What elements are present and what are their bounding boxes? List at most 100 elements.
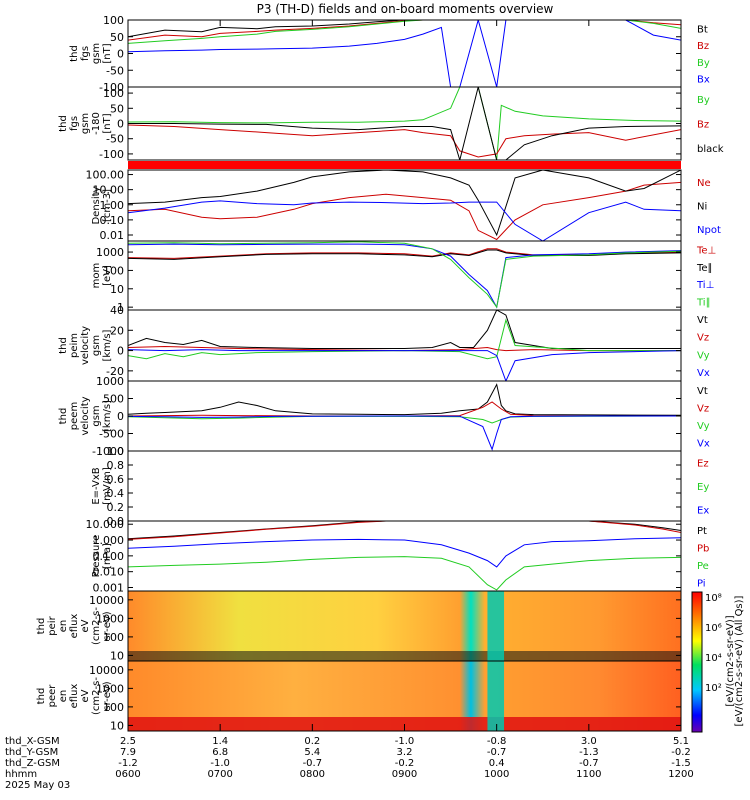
legend-Bz: Bz (697, 120, 709, 131)
y-axis-label: [nT] (102, 43, 113, 63)
legend-Pi: Pi (697, 578, 706, 589)
y-tick-label: 0.010 (93, 566, 125, 579)
legend-Te⊥: Te⊥ (696, 246, 716, 257)
y-axis-label: (cm2-s- (91, 677, 102, 715)
x-tick-label: 0900 (392, 769, 417, 780)
y-axis-label: -180 (91, 112, 102, 135)
y-tick-label: 50 (110, 31, 124, 44)
y-tick-label: -100 (99, 81, 124, 94)
x-tick-label: 1200 (668, 769, 693, 780)
y-tick-label: 10000 (89, 664, 124, 677)
y-tick-label: 10000 (89, 594, 124, 607)
y-axis-label: en (58, 690, 69, 703)
x-tick-label: 1100 (576, 769, 601, 780)
y-tick-label: 1000 (96, 246, 124, 259)
series-line-Bx (128, 20, 681, 87)
legend-Ne: Ne (697, 178, 711, 189)
y-axis-label: Density (91, 186, 102, 224)
y-axis-label: en (58, 620, 69, 633)
x-tick-label: 0.4 (489, 758, 505, 769)
y-axis-label: thd (58, 408, 69, 425)
legend-Pt: Pt (697, 526, 707, 537)
boundary-stripe (487, 661, 505, 731)
series-line-black (128, 87, 681, 160)
series-line-Vt (128, 383, 681, 416)
x-tick-label: 5.4 (304, 747, 320, 758)
y-axis-label: thd (58, 115, 69, 132)
y-tick-label: 10.000 (86, 518, 125, 531)
panel-fgs-gsm-zoom: By Bz black 100 50 0 -50 -100 thd fgs gsm -180 [nT] (58, 86, 724, 169)
y-axis-label: Pressure (91, 535, 102, 578)
y-axis-label: E=-VxB (91, 467, 102, 504)
y-axis-label: [cm-3] (102, 189, 113, 222)
x-row-label: thd_Z-GSM (5, 758, 60, 769)
y-tick-label: 1000 (96, 375, 124, 388)
y-tick-label: 100 (103, 87, 124, 100)
panel-peim-velocity: Vt Vz Vy Vx 40 20 0 -20 thd peim velocity gsm [km/s] (58, 304, 710, 382)
y-tick-label: 10.00 (93, 184, 125, 197)
y-axis-label: eV (80, 689, 91, 702)
x-tick-label: 7.9 (120, 747, 136, 758)
y-tick-label: 0.2 (107, 501, 125, 514)
y-tick-label: 1000 (96, 682, 124, 695)
series-line-Pi (128, 537, 681, 568)
y-axis-label: [mV/m] (102, 467, 113, 505)
legend-Npot: Npot (697, 225, 721, 236)
x-tick-label: 6.8 (212, 747, 228, 758)
x-tick-label: 1000 (484, 769, 509, 780)
y-axis-label: gsm (91, 405, 102, 426)
x-tick-label: -1.3 (579, 747, 599, 758)
y-axis-label: thd (36, 618, 47, 635)
y-tick-label: 10 (110, 719, 124, 732)
panel-peer-en-eflux: 10000 1000 100 10 thd peer en eflux eV (cm2-s-sr-… (36, 660, 682, 732)
panel-frame (127, 240, 682, 311)
y-axis-label: [eV] (102, 265, 113, 286)
y-axis-label: eflux (69, 614, 80, 639)
y-tick-label: 0 (117, 48, 124, 61)
series-line-Ni (128, 170, 681, 237)
x-tick-label: 3.2 (397, 747, 413, 758)
y-axis-label: [nT] (102, 113, 113, 133)
y-axis-label: gsm (91, 43, 102, 64)
y-tick-label: 10 (110, 649, 124, 662)
colorbar: 10⁸ 10⁶ 10⁴ 10² [eV/(cm2-s-sr-eV)][eV/(cm2-s… (691, 591, 745, 733)
legend-Bx: Bx (697, 75, 710, 86)
x-tick-label: -0.7 (579, 758, 599, 769)
series-line-Vx (128, 415, 681, 451)
y-tick-label: -20 (106, 365, 124, 378)
colorbar-label: [eV/(cm2-s-sr-eV)] (725, 615, 736, 706)
y-axis-label: fgs (80, 46, 91, 61)
y-axis-label: (cm2-s- (91, 607, 102, 645)
spectrogram-fill (128, 591, 681, 661)
legend-Vy: Vy (697, 350, 710, 361)
legend-Vt: Vt (697, 386, 708, 397)
panel-pressure: Pt Pb Pe Pi 10.000 1.000 0.100 0.010 0.001 Pressu… (86, 518, 710, 594)
x-row-label: hhmm (5, 769, 37, 780)
legend-Vx: Vx (697, 368, 710, 379)
y-axis-label: peem (69, 402, 80, 430)
legend-Bt: Bt (697, 24, 708, 35)
x-tick-label: -1.2 (118, 758, 138, 769)
legend-By: By (697, 95, 710, 106)
legend-Vz: Vz (697, 403, 709, 414)
y-tick-label: 100 (103, 14, 124, 27)
series-line-Pt (128, 521, 681, 540)
legend-Ez: Ez (697, 459, 709, 470)
legend-Ti∥: Ti∥ (696, 297, 711, 308)
series-line-Ne (128, 181, 681, 241)
y-axis-label: fgs (69, 116, 80, 131)
y-tick-label: 1.00 (100, 199, 125, 212)
panel-peem-velocity: Vt Vz Vy Vx 1000 500 0 -500 -1000 thd peem velocity… (58, 375, 710, 458)
series-line-Ti⊥ (128, 243, 681, 309)
y-axis-label: thd (69, 45, 80, 62)
y-tick-label: 40 (110, 304, 124, 317)
panel-frame (127, 169, 682, 242)
y-tick-label: -100 (99, 148, 124, 161)
legend-black: black (697, 144, 724, 155)
legend-Te∥: Te∥ (696, 263, 713, 274)
panel-fgs-gsm: Bt Bz By Bx 100 50 0 -50 -100 thd fgs gsm [nT] (69, 14, 710, 94)
series-line-Vz (128, 345, 681, 352)
y-axis-label: eflux (69, 684, 80, 709)
